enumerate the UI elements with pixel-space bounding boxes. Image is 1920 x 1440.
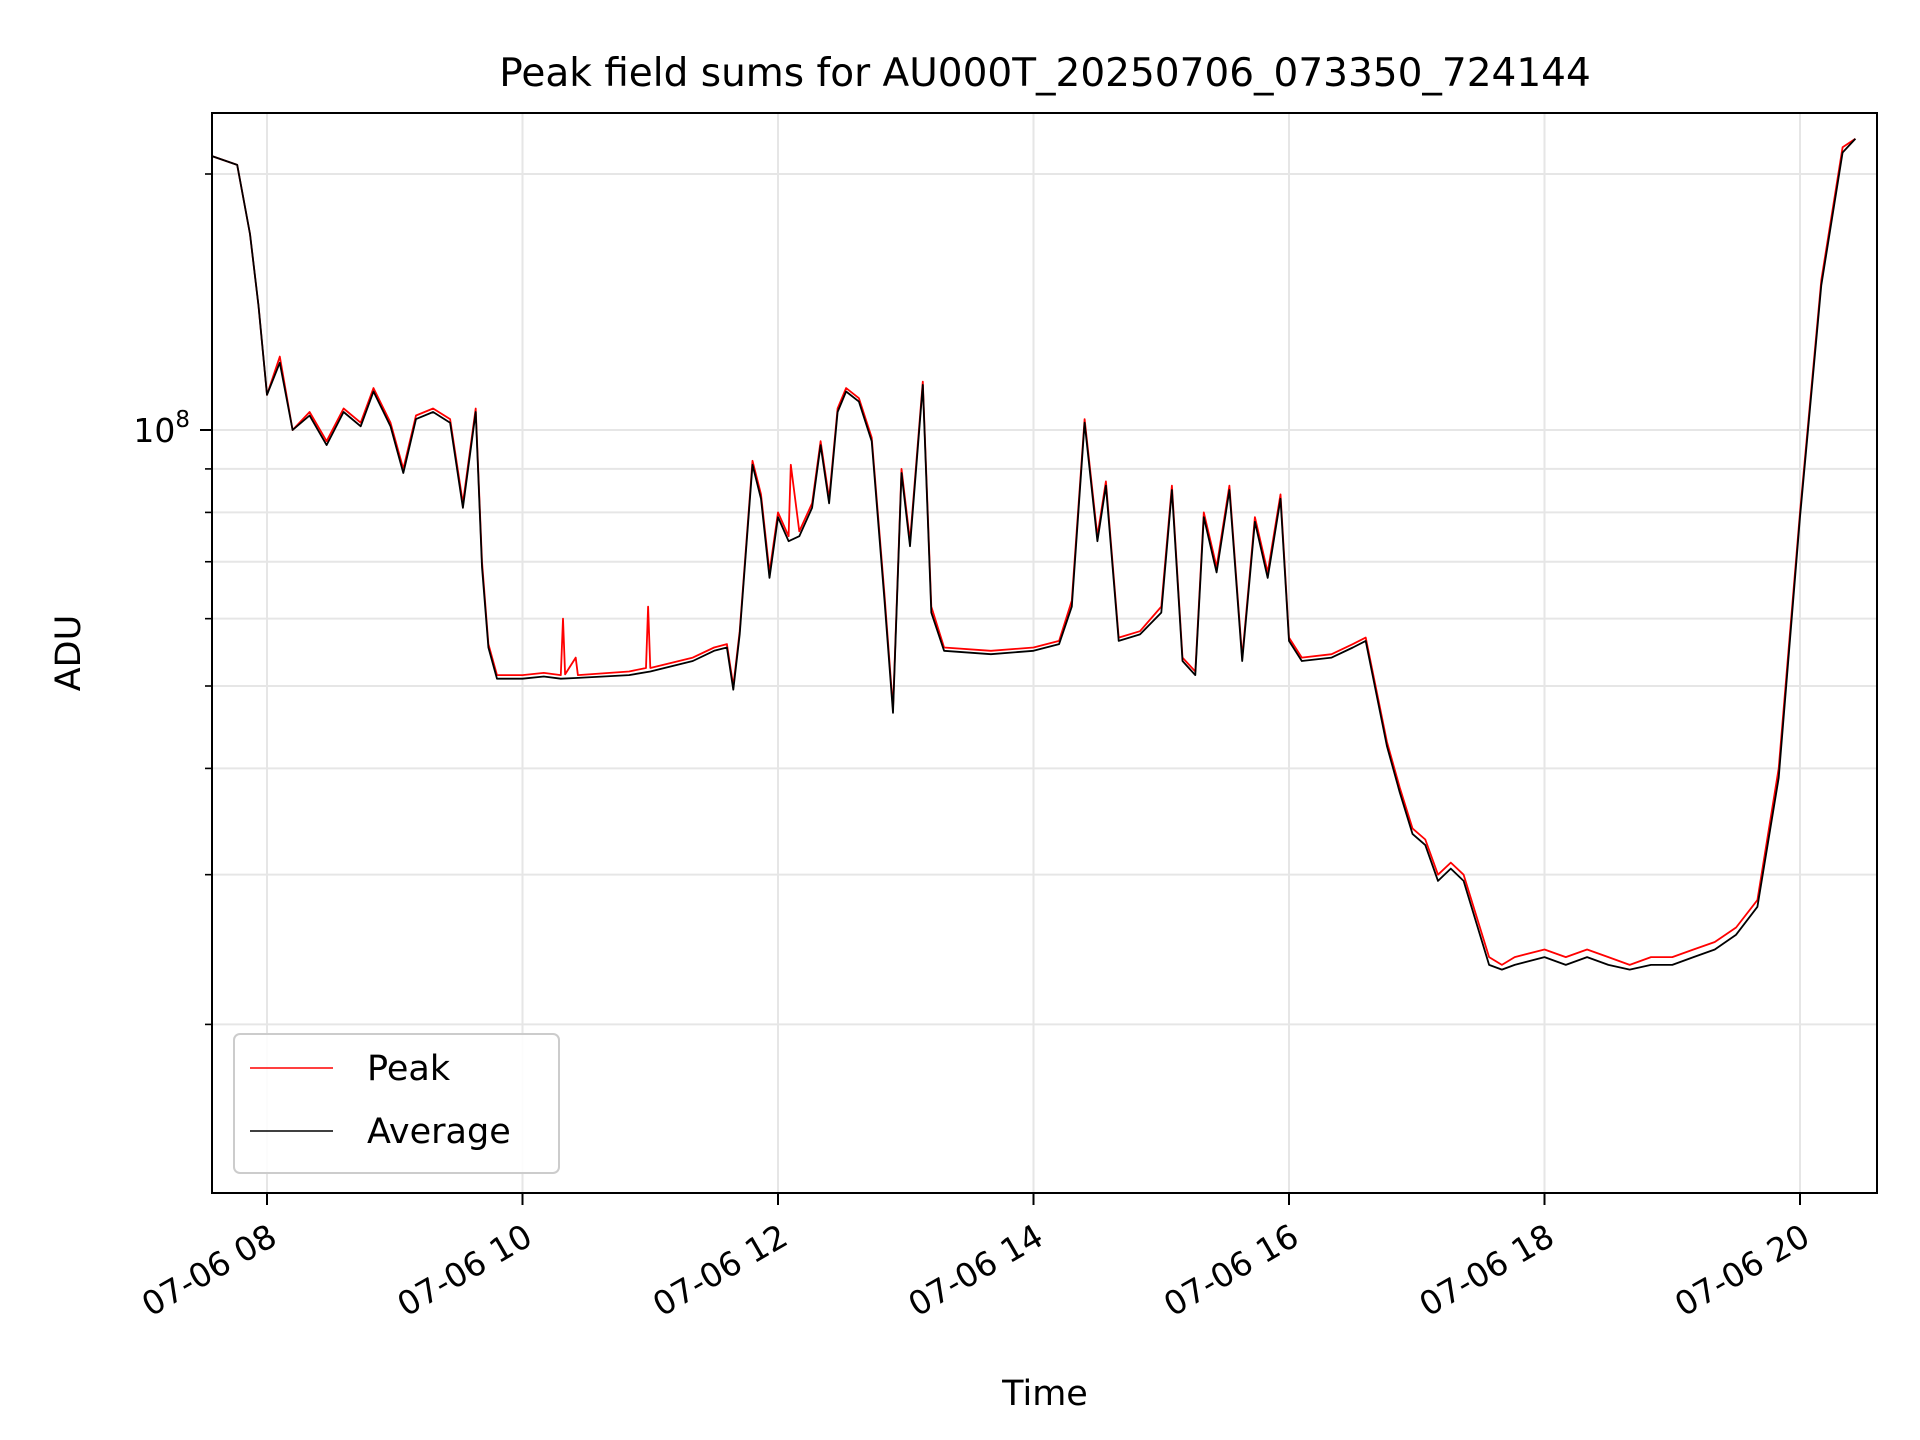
- series-layer: [212, 138, 1857, 971]
- plot-frame: [211, 112, 1878, 1194]
- legend: Peak Average: [233, 1033, 560, 1174]
- x-grid: [266, 113, 1801, 1193]
- y-axis-label: ADU: [49, 615, 89, 692]
- x-axis-label: Time: [1001, 1374, 1088, 1414]
- legend-average-label: Average: [367, 1112, 511, 1152]
- y-tick-label: 108: [133, 407, 190, 450]
- y-tick-major: 108: [133, 407, 212, 450]
- y-grid: [212, 173, 1877, 1026]
- y-minor-ticks: [205, 173, 212, 1026]
- chart-title: Peak field sums for AU000T_20250706_0733…: [499, 51, 1591, 96]
- series-line-average: [212, 138, 1857, 971]
- y-tick-exponent: 8: [175, 407, 190, 433]
- y-tick-base: 10: [133, 411, 175, 450]
- legend-peak-label: Peak: [367, 1049, 451, 1089]
